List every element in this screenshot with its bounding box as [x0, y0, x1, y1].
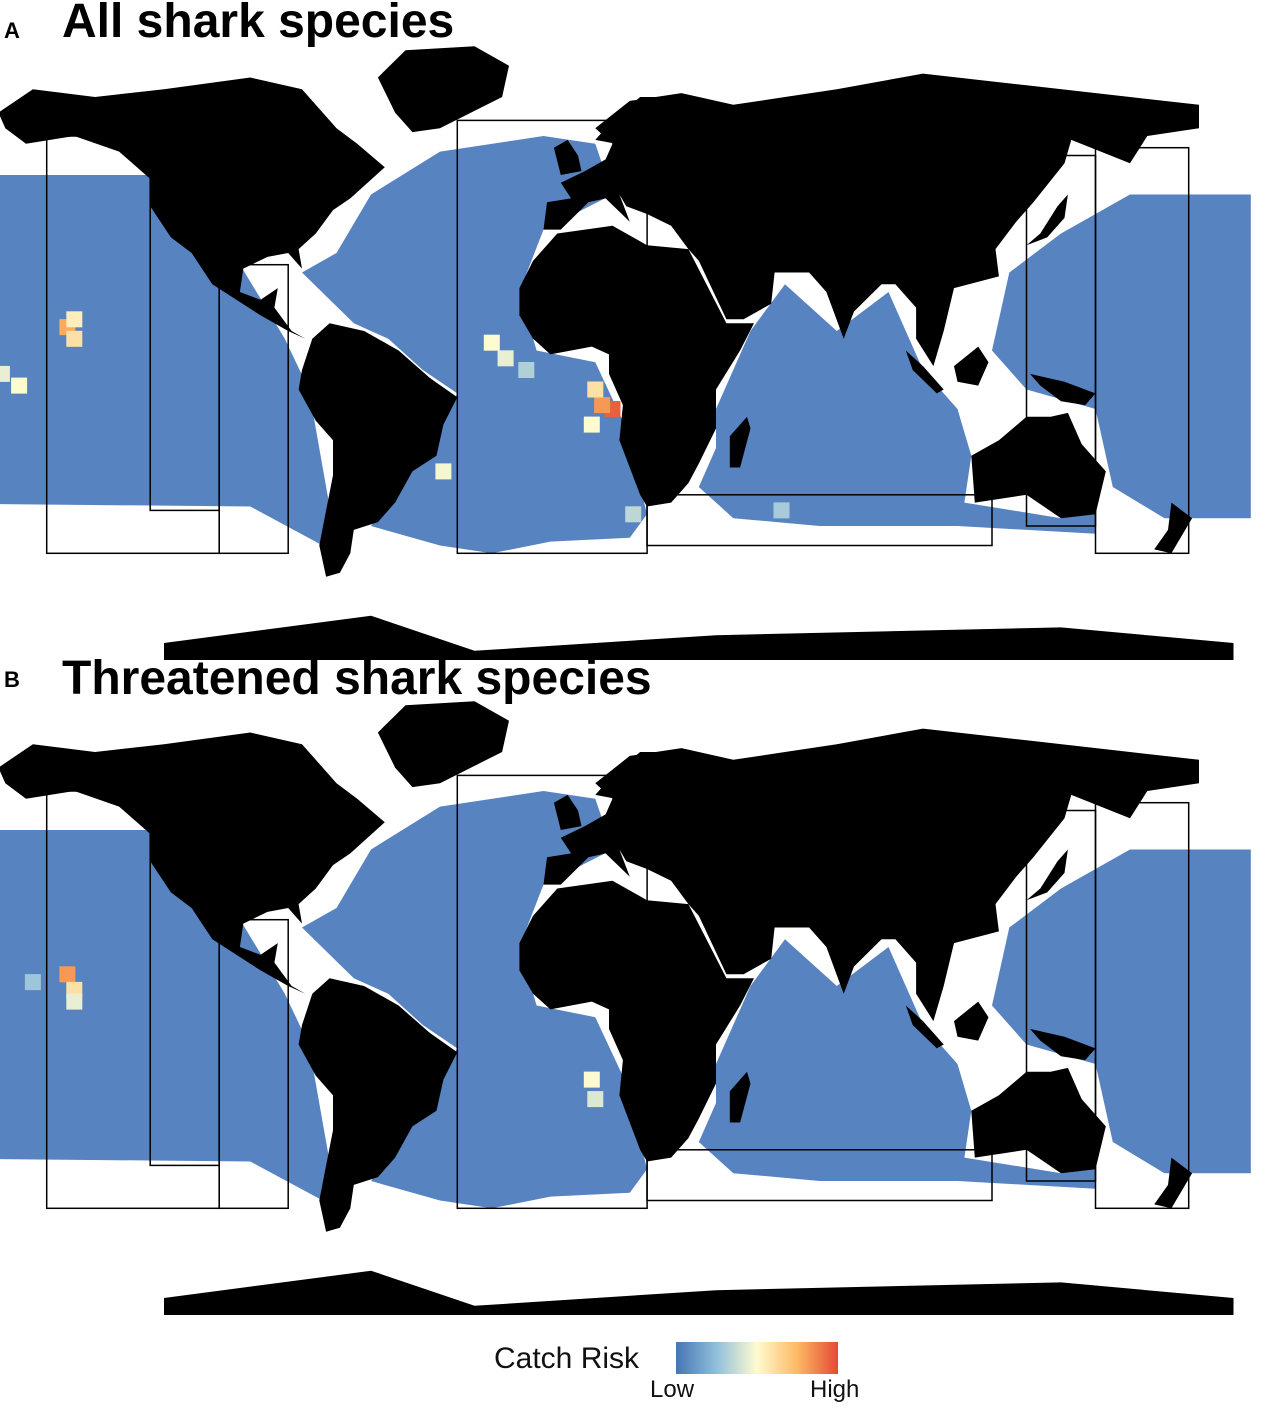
- australia: [971, 412, 1106, 519]
- africa: [519, 225, 754, 507]
- land-layer: [0, 701, 1234, 1315]
- panel-title-b: Threatened shark species: [62, 652, 652, 705]
- region-boundary-3: [456, 774, 648, 1210]
- west-pacific-zone: [992, 849, 1251, 1174]
- region-boundary-5: [1094, 146, 1190, 555]
- south-america: [298, 978, 458, 1232]
- ocean-catch-layer: [0, 791, 1251, 1209]
- panel-a: A All shark species: [0, 0, 1287, 660]
- panel-letter-b: B: [4, 667, 20, 692]
- region-boundaries: [45, 119, 1190, 555]
- south-america: [298, 323, 458, 577]
- risk-cell-16: [518, 362, 535, 378]
- antarctica: [164, 1270, 1234, 1315]
- catch-risk-map-a: [0, 46, 1251, 660]
- atlantic-zone: [302, 791, 647, 1209]
- risk-cell-10: [583, 416, 600, 433]
- risk-cell-14: [625, 506, 642, 523]
- risk-cell-5: [587, 1091, 604, 1108]
- north-america: [0, 77, 385, 339]
- region-boundaries: [45, 774, 1190, 1210]
- new-guinea: [1030, 373, 1096, 406]
- japan: [1026, 849, 1068, 901]
- risk-cell-8: [594, 397, 611, 414]
- pacific-zone: [0, 830, 330, 1201]
- legend-high-label: High: [810, 1376, 860, 1403]
- risk-hotspot-layer: [24, 966, 604, 1108]
- japan: [1026, 194, 1068, 246]
- risk-hotspot-layer: [0, 311, 790, 523]
- risk-cell-0: [59, 966, 76, 983]
- new-zealand: [1154, 1157, 1193, 1209]
- risk-cell-3: [24, 974, 41, 991]
- risk-cell-2: [66, 311, 83, 328]
- west-pacific-zone: [992, 194, 1251, 519]
- antarctica: [164, 615, 1234, 660]
- risk-cell-11: [483, 334, 500, 351]
- catch-risk-map-b: [0, 701, 1251, 1315]
- risk-cell-13: [435, 463, 452, 480]
- risk-cell-3: [11, 377, 28, 394]
- panel-title-a: All shark species: [62, 0, 455, 48]
- ocean-catch-layer: [0, 136, 1251, 554]
- sumatra: [905, 350, 944, 394]
- new-guinea: [1030, 1028, 1096, 1061]
- region-boundary-6: [646, 1149, 993, 1202]
- panel-b: B Threatened shark species: [0, 652, 1287, 1315]
- britain: [553, 794, 582, 830]
- pacific-zone: [0, 175, 330, 546]
- region-boundary-3: [456, 119, 648, 555]
- indian-zone: [698, 939, 1096, 1189]
- indian-zone: [698, 284, 1096, 534]
- north-america: [0, 732, 385, 994]
- madagascar: [729, 416, 751, 468]
- region-boundary-2: [218, 918, 289, 1210]
- region-boundary-2: [218, 263, 289, 555]
- borneo: [954, 1001, 989, 1041]
- australia: [971, 1067, 1106, 1174]
- britain: [553, 139, 582, 175]
- eurasia: [543, 728, 1199, 1022]
- legend-title: Catch Risk: [494, 1342, 640, 1375]
- atlantic-zone: [302, 136, 647, 554]
- risk-cell-4: [583, 1071, 600, 1088]
- risk-cell-12: [497, 350, 514, 367]
- risk-cell-1: [66, 330, 83, 347]
- borneo: [954, 346, 989, 386]
- sumatra: [905, 1005, 944, 1049]
- risk-cell-4: [0, 365, 10, 382]
- greenland: [377, 46, 509, 133]
- africa: [519, 880, 754, 1162]
- legend-low-label: Low: [650, 1376, 695, 1403]
- region-boundary-6: [646, 494, 993, 547]
- risk-cell-9: [587, 381, 604, 398]
- legend-color-bar: [676, 1342, 838, 1374]
- risk-cell-2: [66, 993, 83, 1010]
- region-boundary-5: [1094, 801, 1190, 1210]
- greenland: [377, 701, 509, 788]
- catch-risk-legend: Catch Risk Low High: [490, 1330, 890, 1410]
- eurasia: [543, 73, 1199, 367]
- madagascar: [729, 1071, 751, 1123]
- panel-letter-a: A: [4, 18, 20, 43]
- risk-cell-15: [773, 502, 790, 519]
- new-zealand: [1154, 502, 1193, 554]
